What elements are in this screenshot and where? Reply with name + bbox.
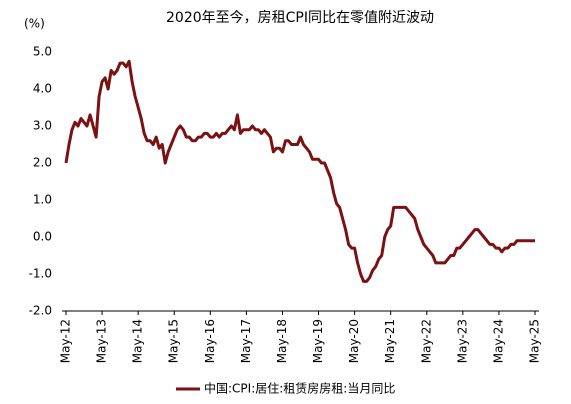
x-tick-label: May-19 [311,319,325,363]
y-unit-label: (%) [24,17,45,31]
x-tick-label: May-24 [491,319,505,363]
x-tick-label: May-13 [95,319,109,363]
legend-label: 中国:CPI:居住:租赁房房租:当月同比 [204,381,395,396]
y-tick-label: 0.0 [33,230,52,244]
x-tick-label: May-12 [59,319,73,363]
y-tick-label: 5.0 [33,45,52,59]
x-tick-label: May-16 [203,319,217,363]
y-tick-label: -1.0 [29,267,52,281]
x-tick-label: May-21 [383,319,397,363]
x-tick-label: May-17 [239,319,253,363]
x-tick-label: May-15 [167,319,181,363]
x-tick-label: May-25 [528,319,542,363]
x-tick-label: May-18 [275,319,289,363]
series-line [64,59,535,283]
chart-title: 2020年至今，房租CPI同比在零值附近波动 [166,10,434,26]
y-tick-label: -2.0 [29,304,52,318]
y-tick-label: 2.0 [33,156,52,170]
y-tick-label: 4.0 [33,82,52,96]
y-tick-label: 3.0 [33,119,52,133]
x-tick-label: May-20 [347,319,361,363]
y-tick-label: 1.0 [33,193,52,207]
x-tick-label: May-22 [419,319,433,363]
x-tick-label: May-14 [131,319,145,363]
x-tick-label: May-23 [455,319,469,363]
